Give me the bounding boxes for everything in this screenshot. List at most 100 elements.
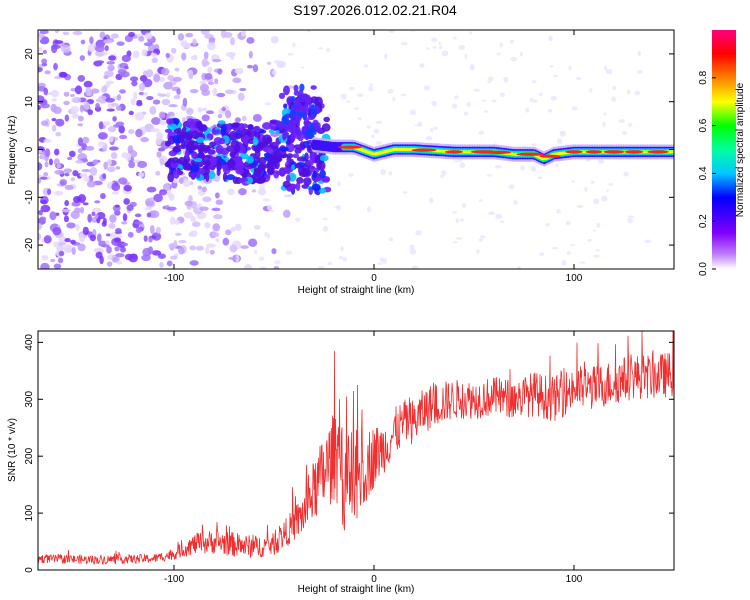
spectrogram-noise-cell (54, 169, 65, 175)
spectrogram-noise-cell (128, 110, 134, 116)
spectrogram-noise-cell (215, 192, 220, 199)
spectrogram-noise-cell (53, 263, 62, 269)
spectrogram-noise-cell (168, 242, 178, 249)
spectrogram-noise-cell (77, 123, 84, 127)
spectrogram-faint-cell (264, 102, 272, 106)
spectrogram-noise-cell (54, 40, 64, 44)
spectrogram-noise-cell (182, 97, 188, 107)
spectrogram-noise-cell (212, 87, 218, 97)
spectrogram-noise-cell (146, 96, 154, 101)
spectrogram-plume-cell (310, 130, 317, 136)
spectrogram-noise-cell (107, 158, 112, 166)
snr-y-tick-label: 400 (24, 334, 35, 351)
spectrogram-noise-cell (248, 50, 253, 59)
spectrogram-noise-cell (95, 102, 100, 109)
spectrogram-blob-cell (294, 147, 302, 154)
spectrogram-noise-cell (135, 227, 142, 234)
spectrogram-noise-cell (135, 128, 143, 138)
spectrogram-noise-cell (71, 96, 82, 104)
spectrogram-faint-cell (292, 42, 296, 48)
spectrogram-noise-cell (39, 199, 48, 204)
spectrogram-noise-cell (77, 148, 83, 154)
spectrogram-plume-cell (283, 85, 290, 96)
spectrogram-blob-cell (268, 162, 276, 168)
spectrogram-noise-cell (106, 261, 113, 267)
spectrogram-faint-cell (627, 215, 635, 218)
colorbar-tick-label: 0.6 (698, 118, 709, 132)
spectrogram-noise-cell (111, 103, 119, 107)
spectrogram-noise-cell (159, 158, 165, 166)
spectrogram-blob-cell (190, 163, 200, 173)
spectrogram-faint-cell (627, 217, 633, 224)
spectrogram-blob-cell (226, 174, 235, 181)
spectrogram-noise-cell (99, 31, 106, 39)
spectrogram-faint-cell (409, 109, 417, 116)
spectrogram-faint-cell (621, 131, 628, 135)
spectrogram-noise-cell (101, 121, 111, 126)
spectrogram-blob-cell (229, 159, 235, 167)
spectrogram-noise-cell (64, 114, 70, 122)
spectrogram-noise-cell (116, 234, 123, 239)
spectrogram-blob-cell (230, 140, 240, 148)
spectrogram-blob-cell (204, 159, 211, 167)
spectrogram-noise-cell (63, 215, 70, 223)
spectrogram-faint-cell (342, 256, 348, 262)
spectrogram-faint-cell (545, 222, 550, 227)
spectrogram-faint-cell (451, 103, 458, 109)
spectrogram-noise-cell (77, 137, 84, 147)
spectrogram-noise-cell (177, 33, 185, 41)
spectrogram-noise-cell (151, 250, 162, 256)
spectrogram-x-tick-label: 0 (371, 273, 377, 284)
spectrogram-noise-cell (95, 50, 106, 57)
spectrogram-noise-cell (94, 213, 99, 219)
spectrogram-noise-cell (93, 248, 100, 253)
spectrogram-faint-cell (327, 261, 333, 266)
spectrogram-noise-cell (134, 112, 145, 121)
spectrogram-faint-cell (400, 93, 407, 97)
spectrogram-y-axis-label: Frequency (Hz) (7, 116, 18, 185)
spectrogram-blob-cell (242, 134, 251, 145)
spectrogram-faint-cell (597, 159, 605, 164)
spectrogram-noise-cell (225, 89, 234, 95)
spectrogram-faint-cell (373, 128, 380, 134)
spectrogram-noise-cell (119, 246, 126, 253)
spectrogram-noise-cell (150, 128, 160, 133)
spectrogram-noise-cell (121, 72, 126, 77)
spectrogram-noise-cell (111, 182, 121, 192)
spectrogram-faint-cell (340, 93, 347, 100)
spectrogram-noise-cell (126, 204, 134, 211)
spectrogram-noise-cell (167, 189, 172, 198)
spectrogram-noise-cell (42, 49, 47, 55)
spectrogram-noise-cell (83, 101, 90, 110)
spectrogram-plume-cell (296, 126, 301, 137)
spectrogram-blob-cell (234, 132, 243, 139)
spectrogram-y-tick-label: -10 (24, 190, 35, 205)
spectrogram-blob-cell (178, 131, 187, 140)
spectrogram-noise-cell (141, 254, 151, 262)
spectrogram-faint-cell (561, 260, 567, 266)
spectrogram-faint-cell (400, 41, 408, 46)
spectrogram-noise-cell (211, 232, 220, 238)
spectrogram-faint-cell (503, 76, 509, 83)
spectrogram-plume-cell (310, 85, 317, 90)
spectrogram-plume-cell (298, 93, 307, 102)
spectrogram-noise-cell (234, 223, 242, 231)
spectrogram-noise-cell (222, 237, 230, 246)
spectrogram-noise-cell (161, 67, 170, 76)
spectrogram-noise-cell (43, 138, 52, 143)
spectrogram-faint-cell (637, 69, 643, 74)
spectrogram-noise-cell (54, 148, 60, 156)
spectrogram-noise-cell (40, 103, 50, 109)
spectrogram-blob-cell (217, 120, 226, 125)
spectrogram-noise-cell (57, 245, 65, 250)
spectrogram-noise-cell (58, 236, 68, 244)
spectrogram-faint-cell (593, 229, 597, 232)
spectrogram-faint-cell (547, 108, 553, 113)
spectrogram-noise-cell (138, 83, 146, 91)
spectrogram-faint-cell (454, 95, 459, 100)
snr-frame (37, 330, 675, 571)
spectrogram-noise-cell (157, 253, 166, 259)
spectrogram-noise-cell (79, 206, 85, 214)
spectrogram-blob-cell (198, 148, 204, 159)
spectrogram-blob-cell (303, 177, 312, 186)
